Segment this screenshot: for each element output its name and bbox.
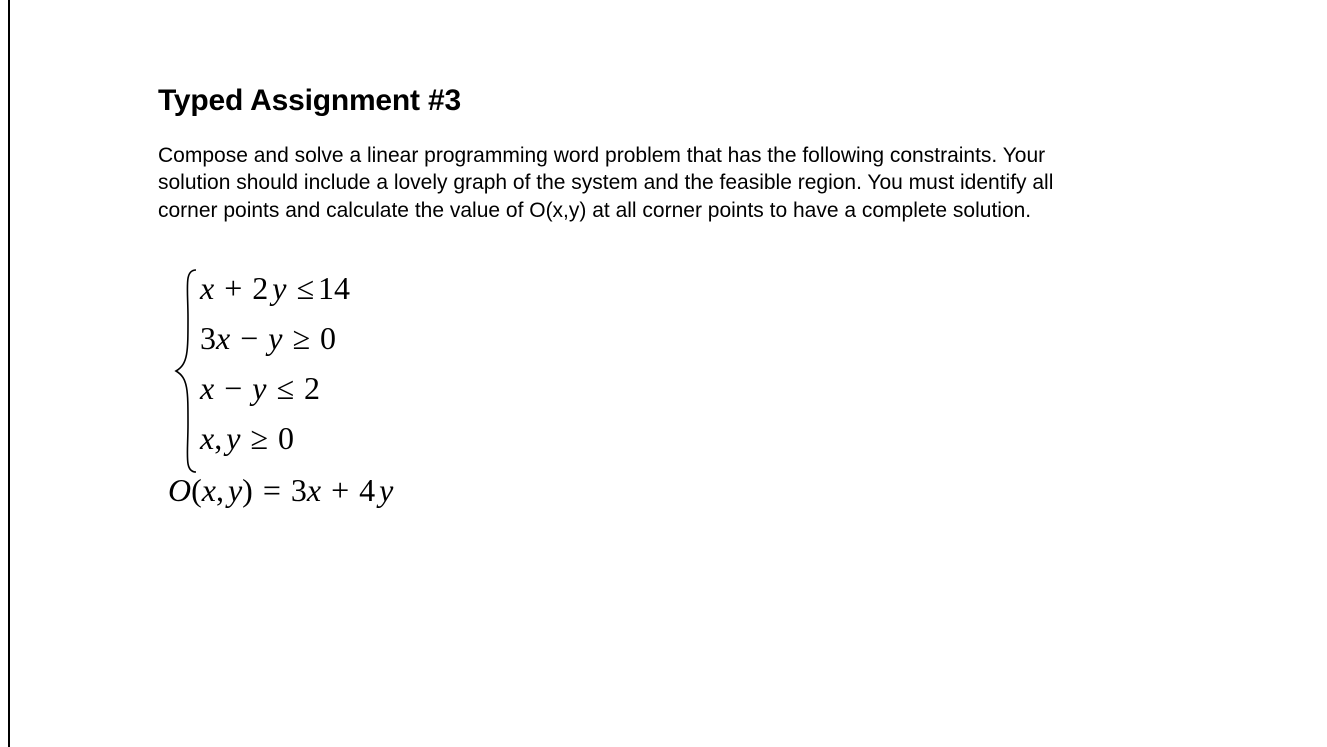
math-var: y	[272, 263, 286, 314]
assignment-title: Typed Assignment #3	[158, 84, 1088, 118]
math-op: −	[240, 313, 258, 364]
math-le-icon: ≤	[296, 263, 314, 314]
constraint-row: x , y ≥ 0	[200, 414, 1088, 464]
assignment-body: Compose and solve a linear programming w…	[158, 142, 1088, 224]
math-le-icon: ≤	[276, 363, 294, 414]
math-paren-close: )	[242, 465, 253, 516]
document-page: Typed Assignment #3 Compose and solve a …	[158, 84, 1088, 516]
math-sep: ,	[214, 413, 222, 464]
math-ge-icon: ≥	[292, 313, 310, 364]
math-rhs: 2	[304, 363, 320, 414]
math-var: y	[252, 363, 266, 414]
constraint-row: x + 2 y ≤ 14	[200, 264, 1088, 314]
math-var: y	[228, 465, 242, 516]
math-var: y	[268, 313, 282, 364]
math-sep: ,	[216, 465, 224, 516]
math-var: y	[226, 413, 240, 464]
math-var: x	[307, 465, 321, 516]
math-ge-icon: ≥	[250, 413, 268, 464]
math-block: x + 2 y ≤ 14 3 x − y ≥	[188, 264, 1088, 516]
math-op: −	[224, 363, 242, 414]
math-rhs: 0	[320, 313, 336, 364]
math-op: +	[331, 465, 349, 516]
math-coef: 3	[291, 465, 307, 516]
math-rhs: 0	[278, 413, 294, 464]
left-brace-icon	[174, 268, 204, 474]
page-left-rule	[8, 0, 10, 747]
math-op: +	[224, 263, 242, 314]
constraint-list: x + 2 y ≤ 14 3 x − y ≥	[200, 264, 1088, 464]
math-coef: 4	[359, 465, 375, 516]
math-eq-icon: =	[263, 465, 281, 516]
math-rhs: 14	[318, 263, 350, 314]
math-coef: 2	[252, 263, 268, 314]
objective-function: O ( x , y ) = 3 x + 4 y	[168, 466, 1088, 516]
math-var: y	[379, 465, 393, 516]
constraint-row: 3 x − y ≥ 0	[200, 314, 1088, 364]
math-var: x	[216, 313, 230, 364]
constraint-row: x − y ≤ 2	[200, 364, 1088, 414]
